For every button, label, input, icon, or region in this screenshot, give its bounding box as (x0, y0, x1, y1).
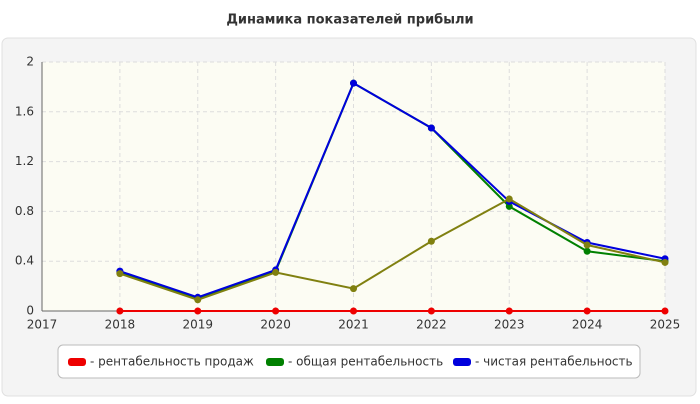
data-point (194, 296, 202, 304)
series-line (119, 81, 666, 299)
data-point (427, 124, 435, 132)
legend-swatch (266, 358, 284, 366)
legend-swatch (68, 358, 86, 366)
data-point (505, 202, 513, 210)
chart-title: Динамика показателей прибыли (226, 13, 473, 28)
x-tick-label: 2021 (338, 318, 369, 332)
data-point (583, 247, 591, 255)
y-tick-label: 0 (26, 304, 34, 318)
x-tick-label: 2018 (105, 318, 136, 332)
x-tick-label: 2017 (27, 318, 58, 332)
x-tick-label: 2022 (416, 318, 447, 332)
data-point (505, 307, 513, 315)
data-point (661, 258, 669, 266)
data-point (661, 307, 669, 315)
data-point (116, 307, 124, 315)
y-tick-label: 1.2 (15, 154, 34, 168)
plot-area (42, 62, 665, 311)
data-point (194, 307, 202, 315)
x-tick-label: 2019 (182, 318, 213, 332)
data-point (350, 79, 357, 87)
y-tick-label: 1.6 (15, 104, 34, 118)
y-tick-label: 0.8 (15, 204, 34, 218)
y-tick-label: 2 (26, 55, 34, 69)
x-tick-label: 2024 (572, 318, 603, 332)
legend-label: - рентабельность продаж (90, 355, 254, 369)
y-tick-label: 0.4 (15, 254, 34, 268)
legend-label: - общая рентабельность (288, 355, 443, 369)
data-point (505, 195, 513, 203)
data-point (272, 307, 280, 315)
series-line (119, 197, 666, 301)
data-point (583, 307, 591, 315)
data-point (427, 307, 435, 315)
data-point (583, 241, 591, 249)
x-tick-label: 2025 (650, 318, 681, 332)
data-point (272, 268, 280, 276)
data-point (350, 307, 357, 315)
data-point (116, 270, 124, 278)
legend-swatch (453, 358, 471, 366)
legend (57, 344, 641, 379)
legend-label: - чистая рентабельность (475, 355, 633, 369)
data-point (427, 237, 435, 245)
data-point (350, 285, 357, 293)
x-tick-label: 2020 (260, 318, 291, 332)
x-tick-label: 2023 (494, 318, 525, 332)
